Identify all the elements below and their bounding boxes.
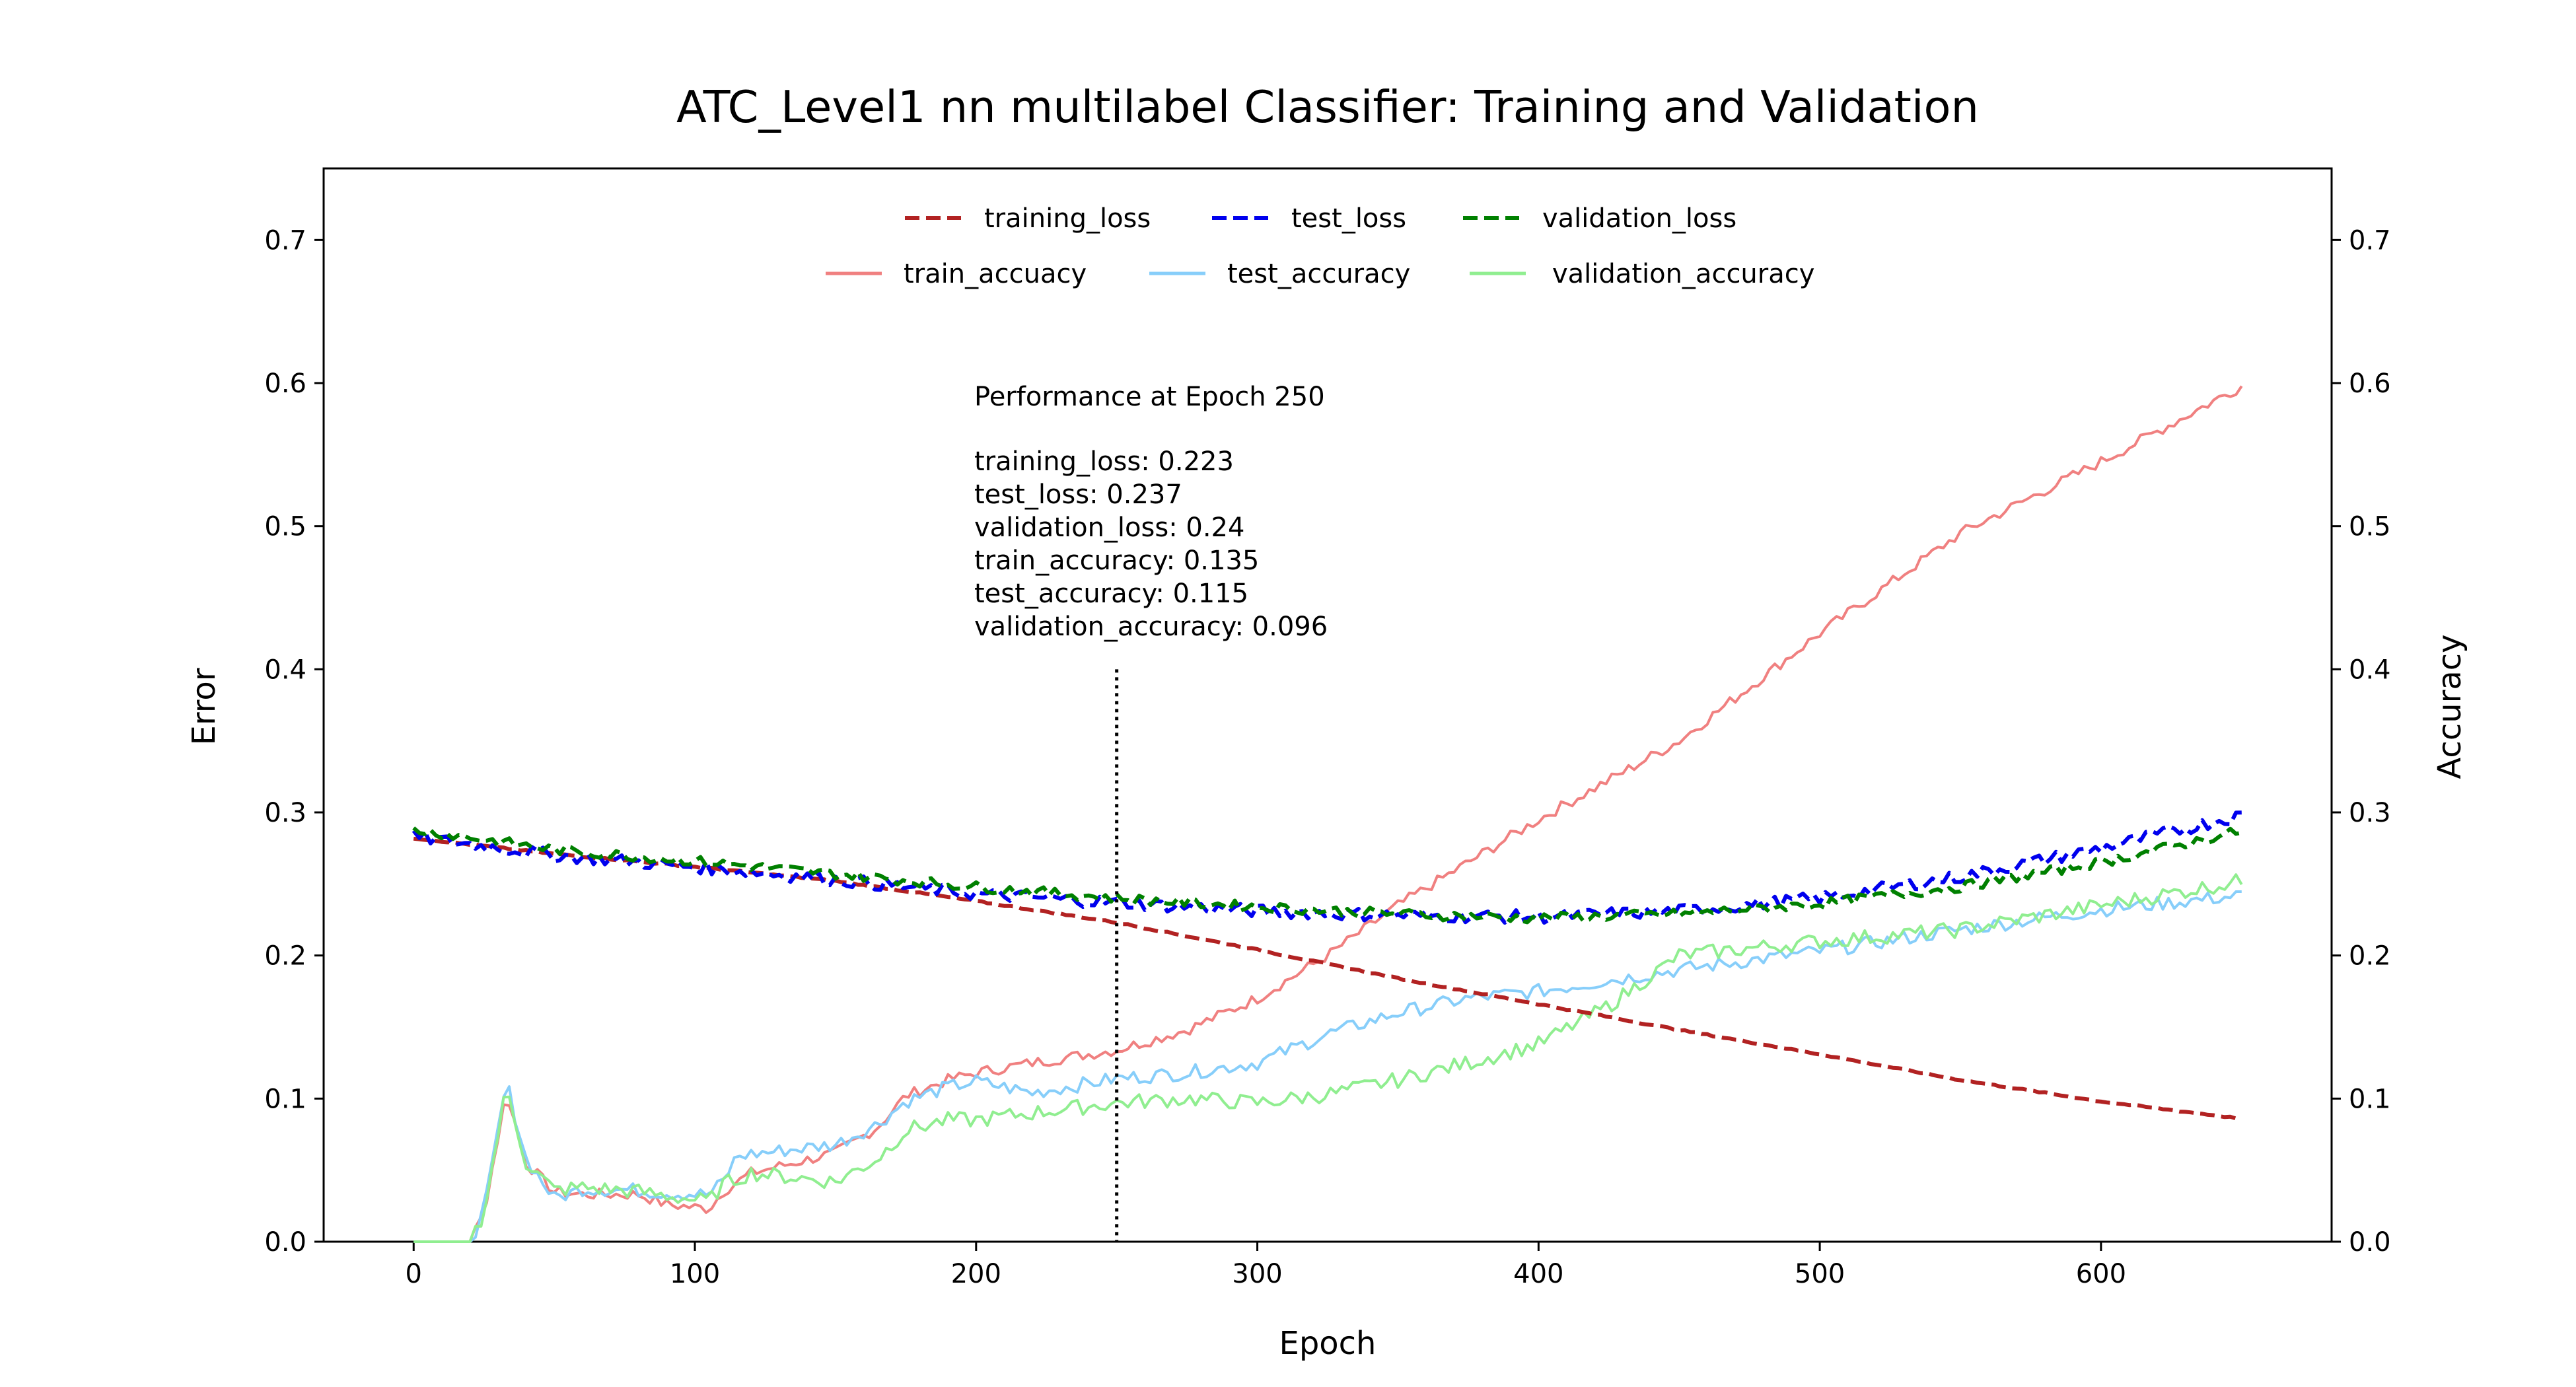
y2-tick-label: 0.0 (2349, 1227, 2391, 1258)
y2-tick-label: 0.7 (2349, 225, 2391, 256)
y-tick-label: 0.5 (264, 512, 306, 542)
y-tick-label: 0.4 (264, 655, 306, 685)
y-tick-label: 0.3 (264, 798, 306, 828)
y2-tick-label: 0.5 (2349, 512, 2391, 542)
legend-label-test_accuracy: test_accuracy (1227, 259, 1410, 289)
y-tick-label: 0.2 (264, 941, 306, 972)
legend-label-train_accuacy: train_accuacy (904, 259, 1087, 289)
x-tick-label: 0 (406, 1259, 422, 1289)
legend-label-test_loss: test_loss (1291, 203, 1406, 234)
series-layer (411, 385, 2243, 1243)
annotation-line: test_loss: 0.237 (974, 480, 1182, 510)
plot-frame (322, 167, 2333, 1243)
x-tick-label: 100 (670, 1259, 720, 1289)
x-tick-label: 500 (1795, 1259, 1845, 1289)
y2-tick-label: 0.6 (2349, 369, 2391, 399)
x-axis-label: Epoch (1279, 1325, 1377, 1362)
y2-tick-label: 0.3 (2349, 798, 2391, 828)
x-tick-label: 400 (1513, 1259, 1563, 1289)
y-tick-label: 0.0 (264, 1227, 306, 1258)
x-tick-label: 600 (2076, 1259, 2126, 1289)
y-tick-label: 0.6 (264, 369, 306, 399)
series-test_accuracy (413, 890, 2242, 1243)
y2-tick-label: 0.2 (2349, 941, 2391, 972)
annotation-line: training_loss: 0.223 (974, 446, 1234, 477)
annotation-line: test_accuracy: 0.115 (974, 579, 1248, 609)
y2-tick-label: 0.1 (2349, 1084, 2391, 1114)
series-test_loss (411, 810, 2242, 925)
annotation-heading: Performance at Epoch 250 (974, 382, 1325, 412)
chart-title: ATC_Level1 nn multilabel Classifier: Tra… (676, 81, 1979, 133)
annotation-line: train_accuracy: 0.135 (974, 546, 1259, 576)
legend-label-validation_accuracy: validation_accuracy (1552, 259, 1814, 289)
x-tick-label: 300 (1232, 1259, 1282, 1289)
y2-tick-label: 0.4 (2349, 655, 2391, 685)
y-axis-label: Error (186, 668, 223, 745)
series-training_loss (413, 836, 2242, 1121)
performance-annotation: Performance at Epoch 250 training_loss: … (974, 382, 1328, 642)
axes: 0 100 200 300 400 500 600 0.0 0.1 0.2 0.3 0.4 0.5 0.6… (264, 225, 2390, 1289)
series-train_accuacy (413, 385, 2243, 1243)
y2-axis-label: Accuracy (2431, 634, 2468, 779)
y-tick-label: 0.7 (264, 225, 306, 256)
annotation-line: validation_accuracy: 0.096 (974, 612, 1328, 642)
legend-label-training_loss: training_loss (984, 203, 1151, 234)
legend: training_loss test_loss validation_loss … (826, 203, 1814, 289)
annotation-line: validation_loss: 0.24 (974, 513, 1244, 543)
legend-label-validation_loss: validation_loss (1542, 203, 1736, 234)
series-validation_accuracy (413, 873, 2243, 1243)
plot-area (322, 167, 2333, 1243)
x-tick-label: 200 (951, 1259, 1001, 1289)
y-tick-label: 0.1 (264, 1084, 306, 1114)
series-validation_loss (412, 826, 2242, 925)
